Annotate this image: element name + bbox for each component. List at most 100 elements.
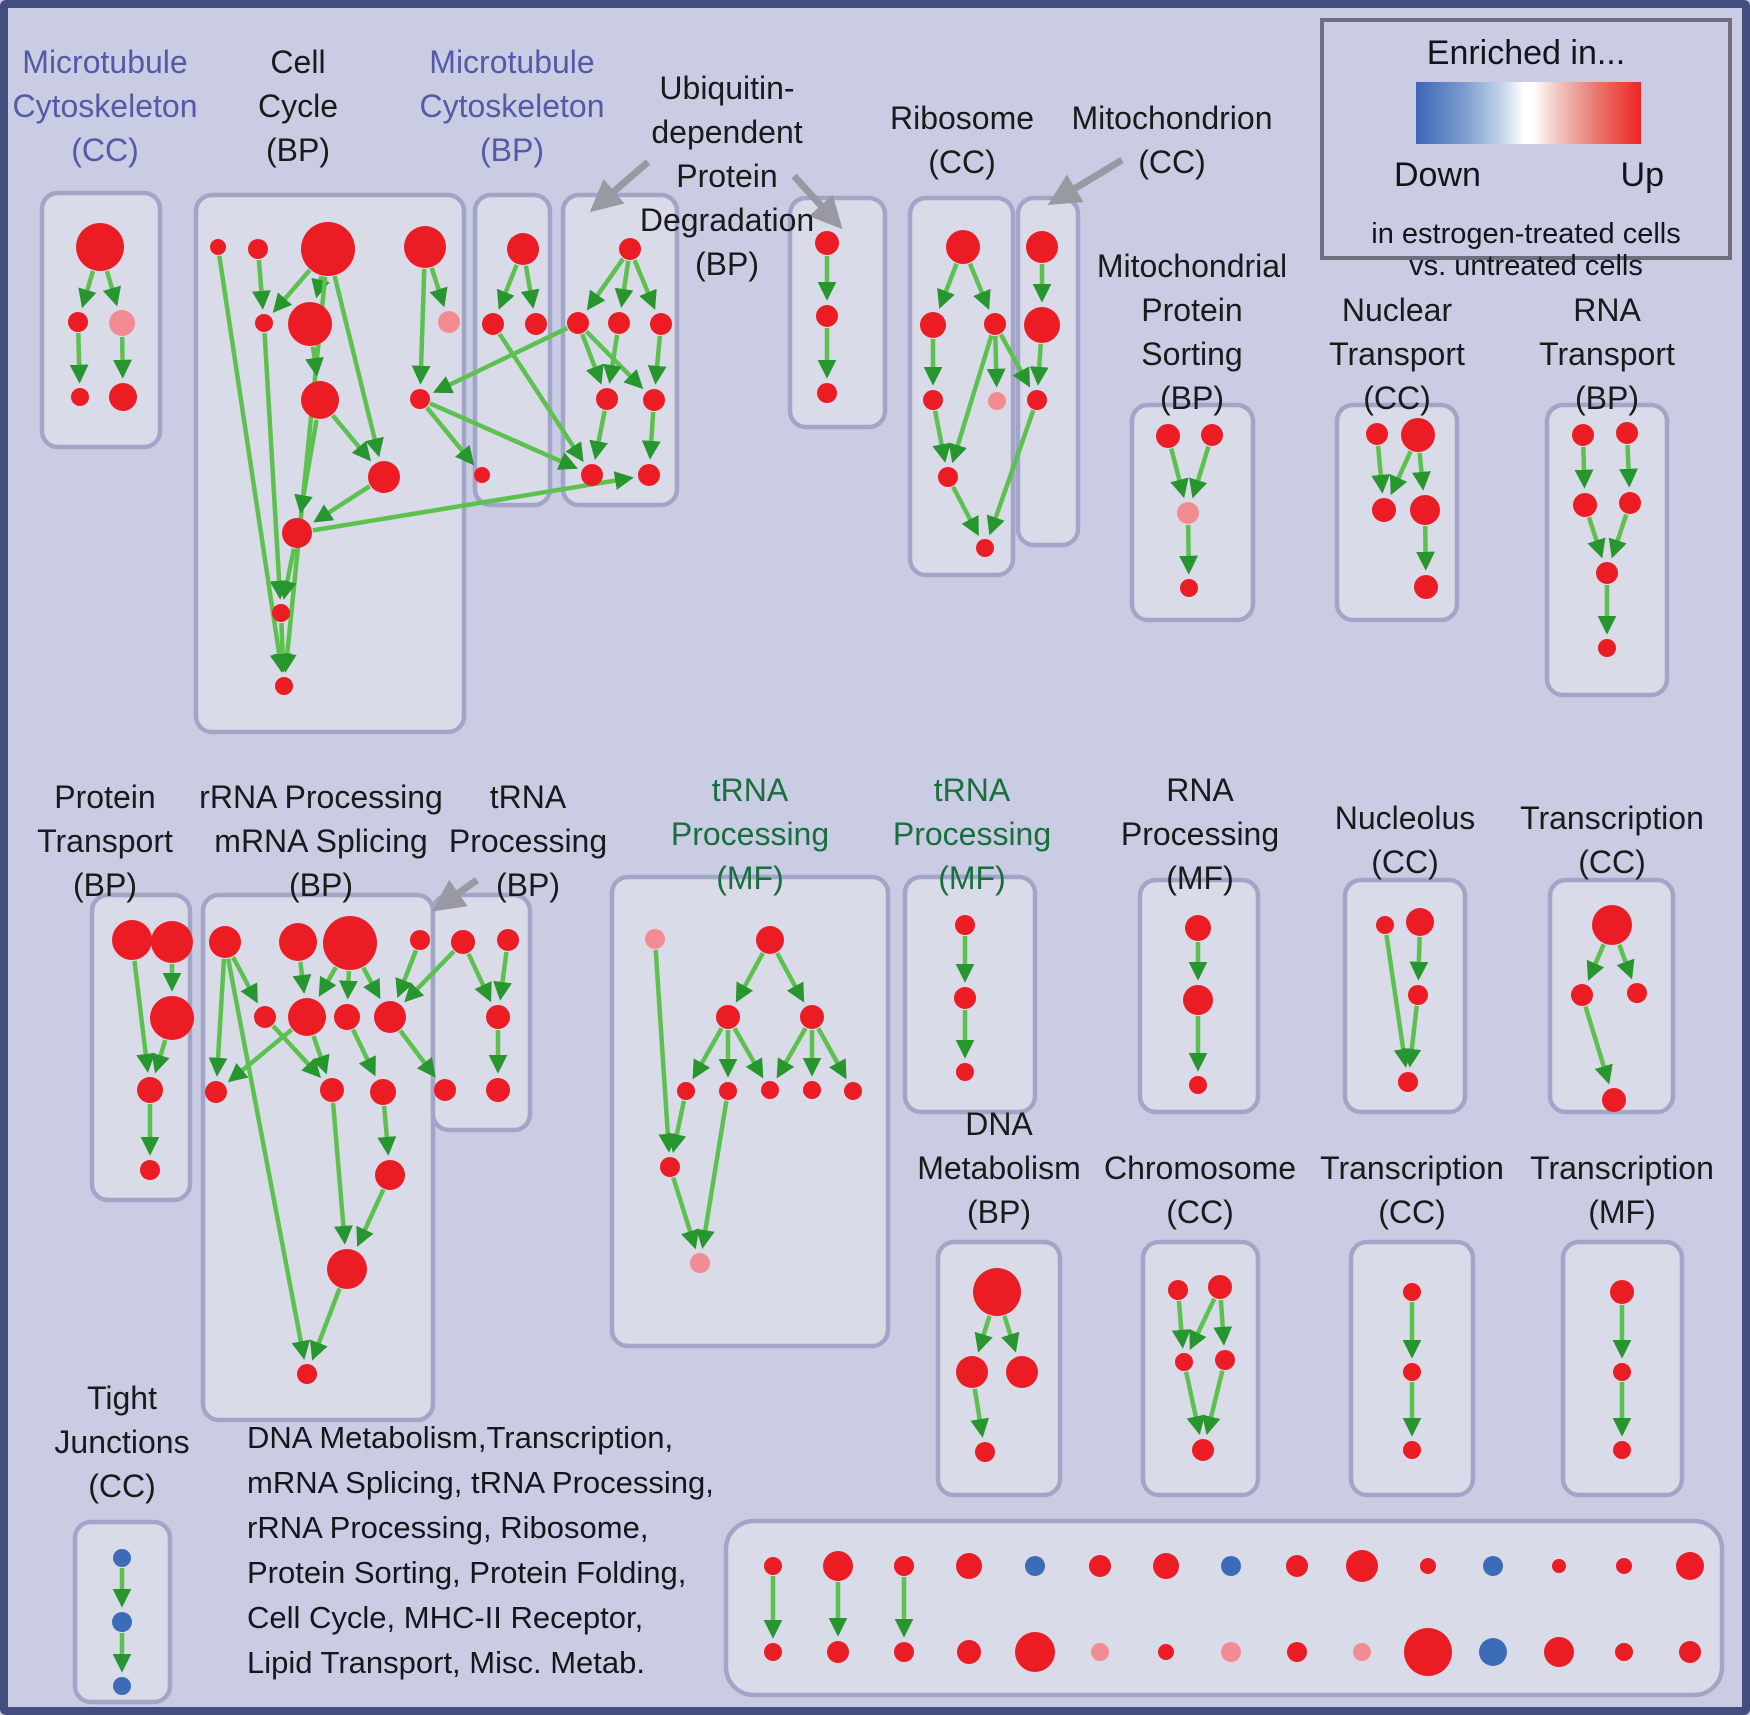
gene-set-node-r12 bbox=[375, 1160, 405, 1190]
cluster-label-line: (BP) bbox=[288, 867, 353, 903]
edge-u4-u6 bbox=[647, 335, 667, 385]
edge-p1-p3 bbox=[1371, 445, 1391, 494]
edge-m2-u7 bbox=[497, 332, 584, 463]
gene-set-node-m0 bbox=[507, 233, 539, 265]
edge-b3-t3 bbox=[998, 333, 1031, 388]
gene-set-node-q1 bbox=[1572, 424, 1594, 446]
cluster-box-trnamf1 bbox=[609, 874, 891, 1349]
gene-set-node-tb2 bbox=[497, 929, 519, 951]
gene-set-node-u7 bbox=[581, 464, 603, 486]
gene-set-node-u3 bbox=[608, 312, 630, 334]
gene-set-node-wb4 bbox=[957, 1640, 981, 1664]
gene-set-node-e2 bbox=[1208, 1275, 1232, 1299]
cluster-label-line: Transcription bbox=[1520, 800, 1704, 836]
cluster-label-trna-processing-mf-2: tRNA Processing (MF) bbox=[893, 768, 1051, 900]
edge-p2-p4 bbox=[1412, 452, 1431, 491]
cluster-label-line: Microtubule bbox=[429, 44, 595, 80]
cluster-label-line: Nuclear bbox=[1341, 292, 1453, 328]
cluster-label-trna-processing-bp: tRNA Processing (BP) bbox=[449, 775, 607, 907]
gene-set-node-u5 bbox=[596, 388, 618, 410]
gene-set-node-wb8 bbox=[1221, 1642, 1241, 1662]
cluster-box-nucleolus bbox=[1342, 877, 1468, 1115]
gene-set-node-t1 bbox=[1026, 231, 1058, 263]
edge-m0-m2 bbox=[496, 263, 519, 310]
cluster-label-transcription-cc-upper: Transcription (CC) bbox=[1520, 796, 1704, 884]
edge-r6-r9 bbox=[311, 1035, 330, 1075]
gene-set-node-f7 bbox=[761, 1081, 779, 1099]
cluster-box-widebox bbox=[723, 1518, 1725, 1698]
edge-p4-p5 bbox=[1416, 525, 1435, 571]
cluster-label-transcription-mf: Transcription (MF) bbox=[1530, 1146, 1714, 1234]
cluster-label-rna-processing-mf: RNA Processing (MF) bbox=[1121, 768, 1279, 900]
edge-s3-s4 bbox=[1179, 524, 1199, 575]
gene-set-node-tb5 bbox=[486, 1078, 510, 1102]
edge-r1-r5 bbox=[231, 955, 258, 1004]
gene-set-node-l3 bbox=[1627, 983, 1647, 1003]
cluster-label-line: Chromosome bbox=[1103, 1150, 1297, 1186]
gene-set-node-k2 bbox=[1406, 908, 1434, 936]
gene-set-node-c4 bbox=[404, 226, 446, 268]
legend-gradient-bar bbox=[1416, 82, 1641, 144]
edge-c9-m1 bbox=[425, 406, 475, 466]
cluster-label-transcription-cc-lower: Transcription (CC) bbox=[1320, 1146, 1504, 1234]
cluster-label-line: rRNA Processing bbox=[199, 779, 443, 815]
edge-c3-c6 bbox=[311, 275, 330, 299]
cluster-label-line: tRNA bbox=[711, 772, 789, 808]
gene-set-node-u8 bbox=[638, 464, 660, 486]
edge-a1-a2 bbox=[78, 270, 97, 309]
cluster-label-line: Protein bbox=[676, 158, 778, 194]
edge-p2-p3 bbox=[1389, 450, 1413, 496]
edge-l1-l3 bbox=[1616, 943, 1635, 980]
cluster-label-line: Transcription bbox=[1320, 1150, 1504, 1186]
cluster-box-prottrans bbox=[89, 892, 193, 1203]
edge-r7-r10 bbox=[351, 1028, 376, 1077]
cluster-box-chromosome bbox=[1140, 1239, 1261, 1498]
edge-r5-r9 bbox=[271, 1024, 321, 1078]
gene-set-node-v1 bbox=[815, 231, 839, 255]
edge-f6-f11 bbox=[696, 1100, 729, 1249]
edge-c1-c13 bbox=[217, 255, 289, 673]
cluster-label-line: Tight bbox=[87, 1380, 157, 1416]
cluster-label-line: Processing bbox=[670, 816, 830, 852]
gene-set-node-d2 bbox=[956, 1356, 988, 1388]
gene-set-node-b7 bbox=[976, 539, 994, 557]
cluster-label-dna-metabolism-bp: DNA Metabolism (BP) bbox=[917, 1102, 1081, 1234]
edge-r3-r7 bbox=[339, 970, 358, 1000]
gene-set-node-u4 bbox=[650, 313, 672, 335]
gene-set-node-f4 bbox=[800, 1005, 824, 1029]
cluster-label-protein-transport-bp: Protein Transport (BP) bbox=[37, 775, 173, 907]
cluster-label-line: (CC) bbox=[1378, 1194, 1446, 1230]
gene-set-node-m3 bbox=[525, 313, 547, 335]
gene-set-node-e4 bbox=[1215, 1350, 1235, 1370]
cluster-label-line: Cell bbox=[270, 44, 326, 80]
edge-r3-r8 bbox=[361, 966, 381, 1000]
edge-f3-f7 bbox=[732, 1027, 764, 1079]
gene-set-node-a3 bbox=[109, 310, 135, 336]
edge-r6-r11 bbox=[227, 1027, 293, 1083]
edge-c4-c9 bbox=[411, 268, 431, 385]
gene-set-node-s2 bbox=[1201, 424, 1223, 446]
cluster-label-nucleolus-cc: Nucleolus (CC) bbox=[1335, 796, 1476, 884]
edge-l2-l4 bbox=[1583, 1005, 1613, 1085]
gene-set-node-i1 bbox=[1403, 1283, 1421, 1301]
cluster-label-line: (BP) bbox=[966, 1194, 1031, 1230]
edge-c8-c10 bbox=[331, 413, 372, 462]
edge-e2-e4 bbox=[1213, 1299, 1233, 1346]
cluster-box-tightjunc bbox=[72, 1519, 173, 1705]
cluster-label-line: (MF) bbox=[1166, 860, 1234, 896]
legend-title: Enriched in... bbox=[1426, 34, 1626, 72]
cluster-label-line: Metabolism bbox=[917, 1150, 1081, 1186]
cluster-label-line: (CC) bbox=[928, 144, 996, 180]
cluster-label-line: (CC) bbox=[1166, 1194, 1234, 1230]
cluster-label-line: (CC) bbox=[71, 132, 139, 168]
gene-set-node-r7 bbox=[334, 1004, 360, 1030]
edge-f3-f5 bbox=[692, 1027, 724, 1080]
edge-c10-c11 bbox=[313, 484, 371, 523]
edge-m0-m3 bbox=[520, 265, 540, 309]
gene-set-node-j1 bbox=[1610, 1280, 1634, 1304]
gene-set-node-z3 bbox=[113, 1677, 131, 1695]
cluster-label-line: Sorting bbox=[1141, 336, 1243, 372]
cluster-label-line: Cytoskeleton bbox=[419, 88, 605, 124]
gene-set-node-wt12 bbox=[1483, 1556, 1503, 1576]
edge-f4-f9 bbox=[816, 1027, 847, 1080]
